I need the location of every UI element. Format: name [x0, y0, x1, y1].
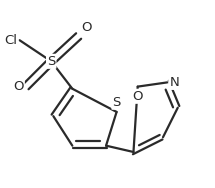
Text: O: O [132, 90, 143, 103]
Text: O: O [13, 80, 24, 93]
Text: O: O [81, 21, 91, 34]
Text: S: S [112, 96, 121, 109]
Text: Cl: Cl [5, 34, 17, 47]
Text: S: S [47, 55, 55, 68]
Text: N: N [169, 76, 179, 89]
